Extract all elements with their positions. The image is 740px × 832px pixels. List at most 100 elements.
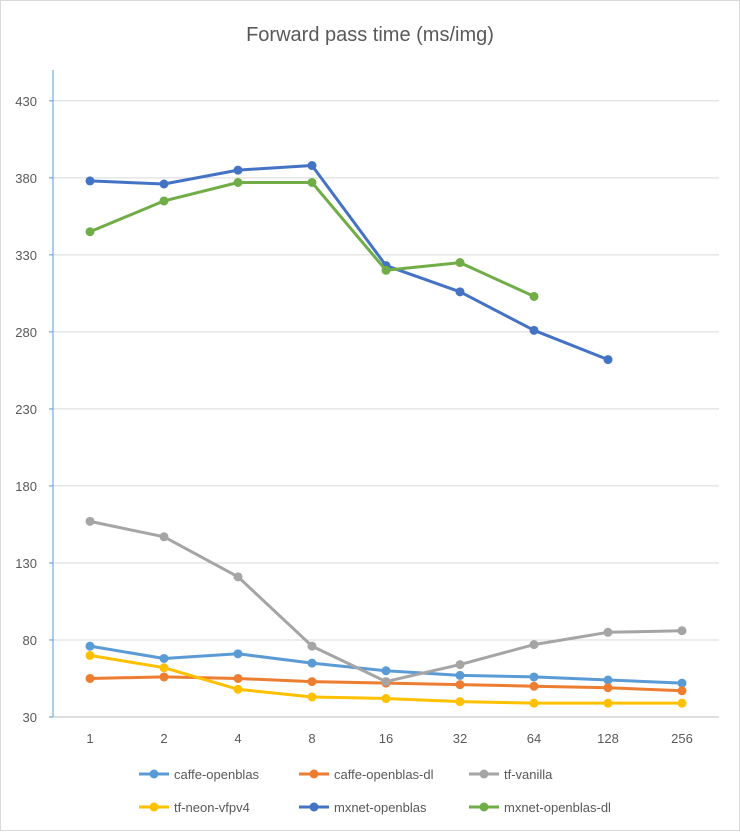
data-point — [307, 677, 317, 687]
data-point — [381, 677, 391, 687]
data-point — [677, 678, 687, 688]
series-mxnet-openblas-dl — [85, 177, 539, 301]
grid-lines — [53, 100, 719, 641]
data-point — [603, 675, 613, 685]
data-point — [307, 161, 317, 171]
legend-swatch-marker — [479, 769, 489, 779]
series-lines — [85, 161, 687, 708]
data-point — [85, 176, 95, 186]
data-point — [381, 666, 391, 676]
data-point — [85, 641, 95, 651]
legend-label: mxnet-openblas-dl — [504, 800, 611, 815]
data-point — [529, 291, 539, 301]
x-tick-label: 32 — [453, 731, 467, 746]
y-tick-label: 430 — [15, 94, 37, 109]
data-point — [233, 649, 243, 659]
series-line-mxnet-openblas — [88, 164, 610, 362]
y-tick-label: 30 — [23, 710, 37, 725]
y-tick-label: 130 — [15, 556, 37, 571]
data-point — [307, 641, 317, 651]
y-tick-label: 230 — [15, 402, 37, 417]
legend-swatch-marker — [479, 802, 489, 812]
data-point — [455, 287, 465, 297]
x-tick-labels: 1 2 4 8 16 32 64 128 256 — [86, 731, 692, 746]
legend-item-tf-neon-vfpv4: tf-neon-vfpv4 — [139, 800, 250, 815]
data-point — [455, 258, 465, 268]
x-tick-label: 8 — [308, 731, 315, 746]
data-point — [455, 680, 465, 690]
data-point — [159, 532, 169, 542]
series-line-mxnet-openblas-dl — [88, 181, 536, 298]
legend-item-mxnet-openblas: mxnet-openblas — [299, 800, 427, 815]
legend-item-mxnet-openblas-dl: mxnet-openblas-dl — [469, 800, 611, 815]
axes — [49, 70, 719, 718]
data-point — [85, 673, 95, 683]
legend-label: caffe-openblas-dl — [334, 767, 434, 782]
x-tick-label: 1 — [86, 731, 93, 746]
data-point — [603, 355, 613, 365]
x-tick-label: 256 — [671, 731, 693, 746]
y-tick-labels: 30 80 130 180 230 280 330 380 430 — [15, 94, 37, 725]
x-tick-label: 16 — [379, 731, 393, 746]
data-point — [677, 698, 687, 708]
series-caffe-openblas — [85, 641, 687, 688]
data-point — [233, 572, 243, 582]
data-point — [85, 227, 95, 237]
legend-label: caffe-openblas — [174, 767, 260, 782]
legend-item-caffe-openblas: caffe-openblas — [139, 767, 260, 782]
data-point — [603, 698, 613, 708]
data-point — [455, 660, 465, 670]
data-point — [677, 686, 687, 696]
data-point — [381, 265, 391, 275]
series-tf-neon-vfpv4 — [85, 650, 687, 708]
legend-item-caffe-openblas-dl: caffe-openblas-dl — [299, 767, 434, 782]
data-point — [85, 516, 95, 526]
data-point — [159, 179, 169, 189]
data-point — [233, 684, 243, 694]
data-point — [307, 692, 317, 702]
legend-label: tf-neon-vfpv4 — [174, 800, 250, 815]
series-mxnet-openblas — [85, 161, 613, 365]
data-point — [529, 681, 539, 691]
data-point — [603, 627, 613, 637]
data-point — [233, 177, 243, 187]
data-point — [233, 165, 243, 175]
data-point — [529, 325, 539, 335]
legend: caffe-openblas caffe-openblas-dl tf-vanill… — [139, 767, 611, 815]
y-tick-label: 180 — [15, 479, 37, 494]
y-tick-label: 330 — [15, 248, 37, 263]
x-tick-label: 2 — [160, 731, 167, 746]
y-tick-label: 80 — [23, 633, 37, 648]
legend-item-tf-vanilla: tf-vanilla — [469, 767, 553, 782]
data-point — [307, 177, 317, 187]
data-point — [455, 670, 465, 680]
legend-swatch-marker — [149, 769, 159, 779]
data-point — [603, 683, 613, 693]
data-point — [307, 658, 317, 668]
data-point — [85, 650, 95, 660]
y-tick-label: 380 — [15, 171, 37, 186]
data-point — [159, 653, 169, 663]
data-point — [381, 694, 391, 704]
data-point — [529, 640, 539, 650]
legend-swatch-marker — [309, 769, 319, 779]
legend-label: tf-vanilla — [504, 767, 553, 782]
data-point — [159, 196, 169, 206]
legend-label: mxnet-openblas — [334, 800, 427, 815]
series-tf-vanilla — [85, 516, 687, 687]
data-point — [159, 663, 169, 673]
chart-title: Forward pass time (ms/img) — [246, 24, 494, 46]
data-point — [233, 673, 243, 683]
x-tick-label: 4 — [234, 731, 241, 746]
x-tick-label: 64 — [527, 731, 541, 746]
data-point — [529, 698, 539, 708]
data-point — [529, 672, 539, 682]
data-point — [677, 626, 687, 636]
legend-swatch-marker — [149, 802, 159, 812]
data-point — [159, 672, 169, 682]
x-tick-label: 128 — [597, 731, 619, 746]
y-tick-label: 280 — [15, 325, 37, 340]
data-point — [455, 697, 465, 707]
